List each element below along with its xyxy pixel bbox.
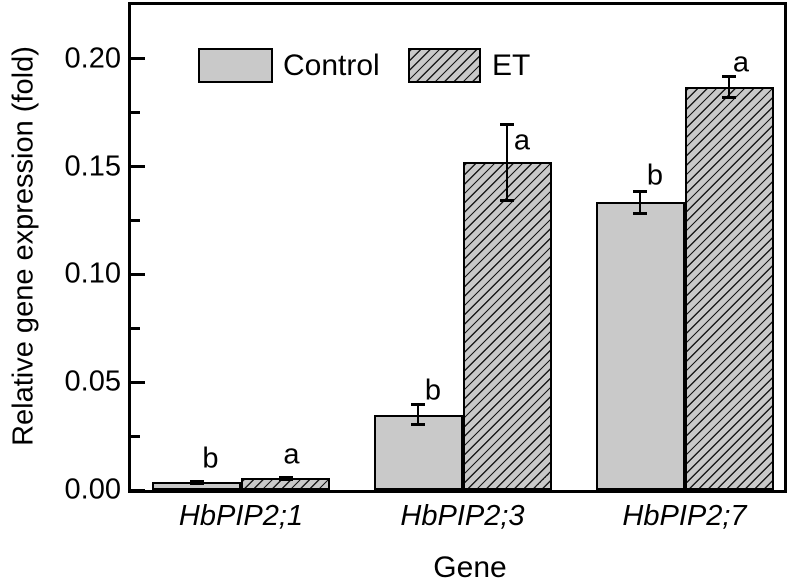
error-bar [728, 76, 730, 98]
legend-label-et: ET [492, 49, 531, 82]
y-major-tick [131, 380, 145, 384]
legend-swatch-control [198, 48, 273, 83]
significance-letter: b [646, 159, 664, 192]
y-major-tick [131, 272, 145, 276]
error-bar-cap [722, 74, 736, 78]
error-bar [417, 404, 419, 425]
y-tick-label: 0.05 [64, 365, 121, 398]
error-bar-cap [411, 403, 425, 407]
error-bar-cap [189, 482, 204, 486]
significance-letter: a [283, 438, 300, 471]
category-label: HbPIP2;7 [622, 500, 747, 532]
y-minor-tick [131, 434, 140, 438]
error-bar-cap [500, 123, 514, 127]
y-tick-label: 0.10 [64, 257, 121, 290]
error-bar [506, 124, 508, 201]
error-bar-cap [278, 477, 293, 481]
y-major-tick [131, 57, 145, 61]
error-bar-cap [722, 96, 736, 100]
error-bar-cap [411, 422, 425, 426]
significance-letter: a [732, 46, 750, 79]
significance-letter: a [513, 124, 531, 157]
y-tick-label: 0.15 [64, 150, 121, 183]
x-axis-title: Gene [433, 551, 507, 584]
significance-letter: b [202, 442, 219, 475]
y-major-tick [131, 488, 145, 492]
significance-letter: b [424, 374, 442, 407]
legend-label-control: Control [283, 49, 380, 82]
error-bar-cap [278, 475, 293, 479]
legend-swatch-et [408, 48, 481, 83]
category-label: HbPIP2;3 [400, 500, 525, 532]
error-bar [639, 191, 641, 213]
error-bar-cap [189, 479, 204, 483]
plot-area [128, 2, 787, 493]
bar-et-1 [462, 162, 552, 490]
y-major-tick [131, 165, 145, 169]
y-minor-tick [131, 219, 140, 223]
bar-control-2 [595, 202, 685, 490]
category-label: HbPIP2;1 [178, 500, 304, 532]
y-minor-tick [131, 111, 140, 115]
y-tick-label: 0.20 [64, 42, 121, 75]
y-minor-tick [131, 326, 140, 330]
error-bar-cap [633, 211, 647, 215]
error-bar-cap [500, 198, 514, 202]
bar-control-1 [373, 414, 463, 490]
y-tick-label: 0.00 [64, 473, 121, 506]
bar-et-2 [684, 86, 774, 490]
error-bar-cap [633, 189, 647, 193]
